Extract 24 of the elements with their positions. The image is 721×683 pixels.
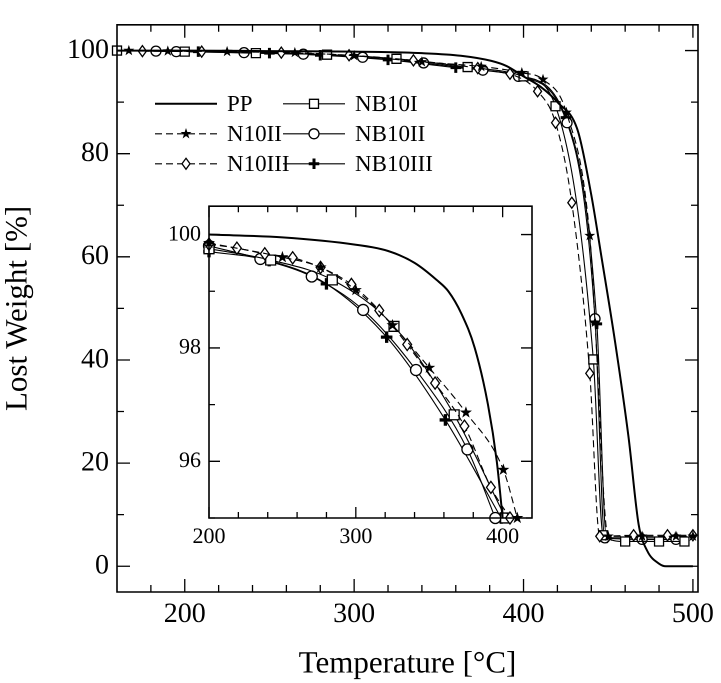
y-tick-label: 20 bbox=[81, 446, 109, 478]
x-tick-label: 500 bbox=[672, 598, 714, 630]
legend-label: NB10II bbox=[355, 120, 426, 146]
y-tick-label: 40 bbox=[81, 343, 109, 374]
x-tick-label: 200 bbox=[192, 522, 226, 548]
y-tick-label: 100 bbox=[67, 34, 109, 65]
y-tick-label: 0 bbox=[95, 550, 109, 581]
x-tick-label: 300 bbox=[333, 598, 376, 630]
x-tick-label: 300 bbox=[339, 522, 372, 548]
x-axis-title: Temperature [°C] bbox=[298, 644, 516, 680]
y-tick-label: 98 bbox=[179, 334, 201, 359]
y-tick-label: 80 bbox=[81, 137, 109, 168]
x-tick-label: 400 bbox=[486, 522, 520, 548]
x-tick-label: 400 bbox=[502, 598, 545, 630]
y-tick-label: 60 bbox=[81, 240, 109, 272]
y-tick-label: 100 bbox=[168, 220, 201, 246]
y-tick-label: 96 bbox=[179, 447, 201, 472]
legend-label: N10III bbox=[227, 150, 290, 176]
x-tick-label: 200 bbox=[164, 598, 206, 630]
legend-label: NB10III bbox=[355, 150, 433, 176]
legend-label: PP bbox=[227, 90, 253, 116]
y-axis-title: Lost Weight [%] bbox=[0, 206, 34, 412]
legend-label: NB10I bbox=[355, 90, 418, 116]
legend-label: N10II bbox=[227, 120, 282, 146]
